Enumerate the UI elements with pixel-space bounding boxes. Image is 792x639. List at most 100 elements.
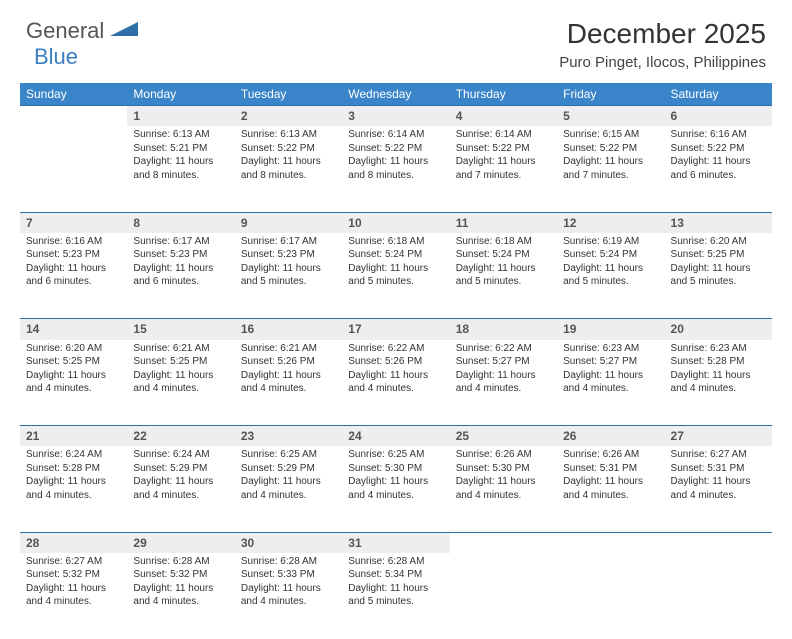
sunset-text: Sunset: 5:22 PM xyxy=(348,142,443,156)
day-content-cell: Sunrise: 6:15 AMSunset: 5:22 PMDaylight:… xyxy=(557,126,664,212)
sunset-text: Sunset: 5:30 PM xyxy=(348,462,443,476)
sunrise-text: Sunrise: 6:14 AM xyxy=(348,128,443,142)
day1-text: Daylight: 11 hours xyxy=(456,155,551,169)
day-content-cell: Sunrise: 6:24 AMSunset: 5:28 PMDaylight:… xyxy=(20,446,127,532)
day-content-cell: Sunrise: 6:27 AMSunset: 5:31 PMDaylight:… xyxy=(665,446,772,532)
day-content-cell: Sunrise: 6:23 AMSunset: 5:27 PMDaylight:… xyxy=(557,340,664,426)
sunset-text: Sunset: 5:23 PM xyxy=(26,248,121,262)
calendar-body: 123456Sunrise: 6:13 AMSunset: 5:21 PMDay… xyxy=(20,106,772,639)
day-number-cell: 15 xyxy=(127,319,234,340)
day-number-row: 14151617181920 xyxy=(20,319,772,340)
sunset-text: Sunset: 5:22 PM xyxy=(563,142,658,156)
day2-text: and 6 minutes. xyxy=(133,275,228,289)
day1-text: Daylight: 11 hours xyxy=(26,475,121,489)
day-content-cell: Sunrise: 6:28 AMSunset: 5:32 PMDaylight:… xyxy=(127,553,234,639)
day-number-row: 78910111213 xyxy=(20,212,772,233)
sunset-text: Sunset: 5:25 PM xyxy=(133,355,228,369)
day1-text: Daylight: 11 hours xyxy=(241,262,336,276)
day2-text: and 8 minutes. xyxy=(241,169,336,183)
day2-text: and 8 minutes. xyxy=(133,169,228,183)
day-content-cell: Sunrise: 6:23 AMSunset: 5:28 PMDaylight:… xyxy=(665,340,772,426)
day-number-cell xyxy=(20,106,127,127)
sunrise-text: Sunrise: 6:14 AM xyxy=(456,128,551,142)
sunrise-text: Sunrise: 6:28 AM xyxy=(348,555,443,569)
day2-text: and 4 minutes. xyxy=(348,382,443,396)
sunset-text: Sunset: 5:23 PM xyxy=(133,248,228,262)
day1-text: Daylight: 11 hours xyxy=(563,475,658,489)
day-content-cell: Sunrise: 6:18 AMSunset: 5:24 PMDaylight:… xyxy=(342,233,449,319)
day-content-cell: Sunrise: 6:26 AMSunset: 5:31 PMDaylight:… xyxy=(557,446,664,532)
sunrise-text: Sunrise: 6:27 AM xyxy=(671,448,766,462)
day2-text: and 4 minutes. xyxy=(241,489,336,503)
day2-text: and 4 minutes. xyxy=(671,489,766,503)
day2-text: and 4 minutes. xyxy=(348,489,443,503)
weekday-header: Saturday xyxy=(665,83,772,106)
sunset-text: Sunset: 5:30 PM xyxy=(456,462,551,476)
sunset-text: Sunset: 5:32 PM xyxy=(133,568,228,582)
day-content-cell: Sunrise: 6:16 AMSunset: 5:22 PMDaylight:… xyxy=(665,126,772,212)
sunrise-text: Sunrise: 6:28 AM xyxy=(241,555,336,569)
day-number-cell: 1 xyxy=(127,106,234,127)
day1-text: Daylight: 11 hours xyxy=(133,369,228,383)
sunset-text: Sunset: 5:28 PM xyxy=(671,355,766,369)
day2-text: and 8 minutes. xyxy=(348,169,443,183)
day-content-cell: Sunrise: 6:24 AMSunset: 5:29 PMDaylight:… xyxy=(127,446,234,532)
location-text: Puro Pinget, Ilocos, Philippines xyxy=(559,54,766,71)
sunset-text: Sunset: 5:31 PM xyxy=(563,462,658,476)
day-number-row: 123456 xyxy=(20,106,772,127)
day-number-cell: 23 xyxy=(235,426,342,447)
day-number-cell xyxy=(665,532,772,553)
day1-text: Daylight: 11 hours xyxy=(133,582,228,596)
day-number-cell: 10 xyxy=(342,212,449,233)
sunset-text: Sunset: 5:29 PM xyxy=(241,462,336,476)
day-content-cell: Sunrise: 6:22 AMSunset: 5:27 PMDaylight:… xyxy=(450,340,557,426)
day-content-cell: Sunrise: 6:22 AMSunset: 5:26 PMDaylight:… xyxy=(342,340,449,426)
day1-text: Daylight: 11 hours xyxy=(671,262,766,276)
day-content-cell: Sunrise: 6:25 AMSunset: 5:30 PMDaylight:… xyxy=(342,446,449,532)
weekday-header: Sunday xyxy=(20,83,127,106)
day2-text: and 4 minutes. xyxy=(456,382,551,396)
day2-text: and 5 minutes. xyxy=(241,275,336,289)
day-number-cell: 14 xyxy=(20,319,127,340)
day2-text: and 4 minutes. xyxy=(456,489,551,503)
day-content-cell: Sunrise: 6:16 AMSunset: 5:23 PMDaylight:… xyxy=(20,233,127,319)
sunrise-text: Sunrise: 6:22 AM xyxy=(456,342,551,356)
sunrise-text: Sunrise: 6:26 AM xyxy=(456,448,551,462)
day-number-cell: 3 xyxy=(342,106,449,127)
sunset-text: Sunset: 5:31 PM xyxy=(671,462,766,476)
day-content-cell: Sunrise: 6:20 AMSunset: 5:25 PMDaylight:… xyxy=(665,233,772,319)
sunset-text: Sunset: 5:21 PM xyxy=(133,142,228,156)
logo-blue-text-wrap: Blue xyxy=(34,44,78,70)
day-content-cell: Sunrise: 6:26 AMSunset: 5:30 PMDaylight:… xyxy=(450,446,557,532)
day-number-cell: 19 xyxy=(557,319,664,340)
day-content-cell: Sunrise: 6:21 AMSunset: 5:25 PMDaylight:… xyxy=(127,340,234,426)
day-content-row: Sunrise: 6:27 AMSunset: 5:32 PMDaylight:… xyxy=(20,553,772,639)
day2-text: and 4 minutes. xyxy=(26,489,121,503)
header: General December 2025 Puro Pinget, Iloco… xyxy=(0,0,792,77)
day-number-cell: 5 xyxy=(557,106,664,127)
sunset-text: Sunset: 5:26 PM xyxy=(348,355,443,369)
day-content-cell: Sunrise: 6:25 AMSunset: 5:29 PMDaylight:… xyxy=(235,446,342,532)
day-number-cell: 25 xyxy=(450,426,557,447)
weekday-header: Wednesday xyxy=(342,83,449,106)
day-number-cell: 13 xyxy=(665,212,772,233)
day-number-cell: 8 xyxy=(127,212,234,233)
day-content-cell: Sunrise: 6:14 AMSunset: 5:22 PMDaylight:… xyxy=(342,126,449,212)
sunset-text: Sunset: 5:29 PM xyxy=(133,462,228,476)
weekday-header: Thursday xyxy=(450,83,557,106)
weekday-header: Tuesday xyxy=(235,83,342,106)
sunset-text: Sunset: 5:33 PM xyxy=(241,568,336,582)
day1-text: Daylight: 11 hours xyxy=(671,475,766,489)
day1-text: Daylight: 11 hours xyxy=(348,369,443,383)
day-content-cell: Sunrise: 6:20 AMSunset: 5:25 PMDaylight:… xyxy=(20,340,127,426)
day2-text: and 4 minutes. xyxy=(133,595,228,609)
day-number-row: 28293031 xyxy=(20,532,772,553)
day1-text: Daylight: 11 hours xyxy=(456,262,551,276)
sunrise-text: Sunrise: 6:21 AM xyxy=(241,342,336,356)
sunset-text: Sunset: 5:34 PM xyxy=(348,568,443,582)
day-number-cell: 12 xyxy=(557,212,664,233)
sunset-text: Sunset: 5:28 PM xyxy=(26,462,121,476)
day-number-cell: 29 xyxy=(127,532,234,553)
sunset-text: Sunset: 5:24 PM xyxy=(563,248,658,262)
day-number-row: 21222324252627 xyxy=(20,426,772,447)
